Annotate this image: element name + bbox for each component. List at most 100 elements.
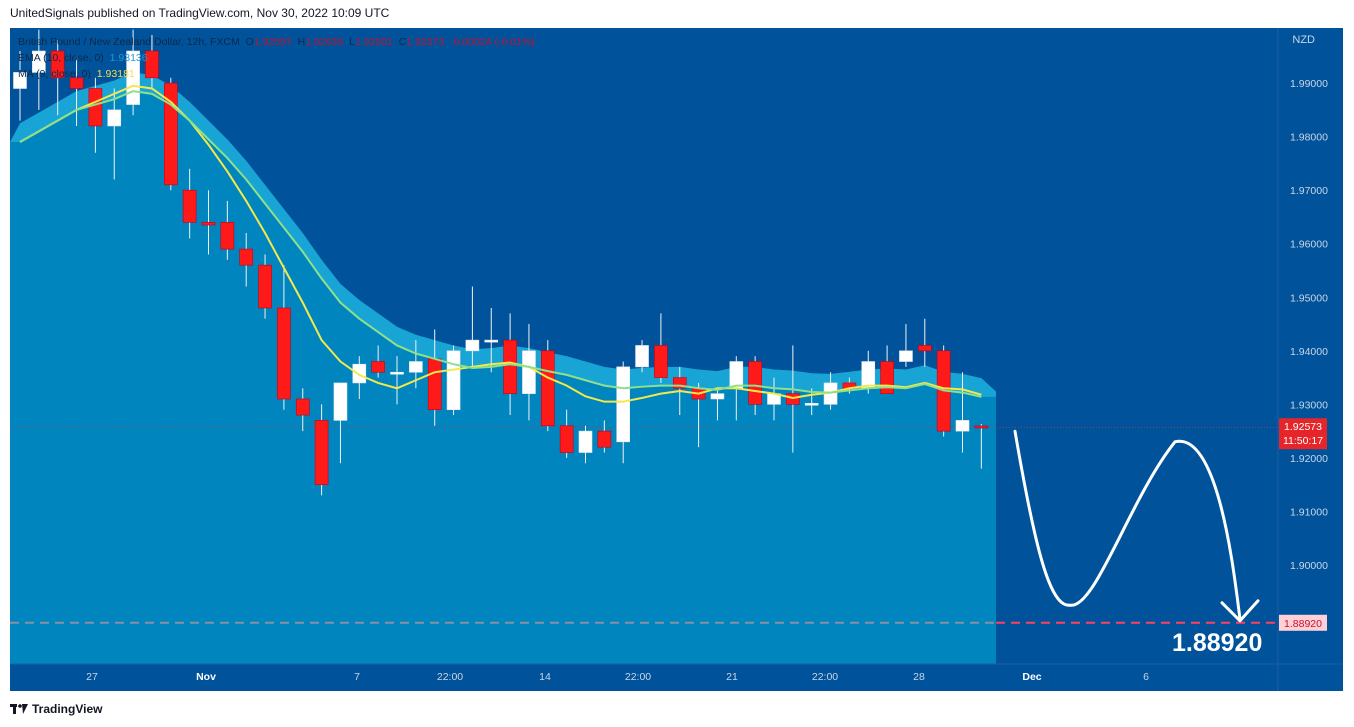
x-tick-label: 21 — [726, 671, 738, 683]
candle-body — [295, 398, 310, 416]
target-price-value: 1.88920 — [1284, 618, 1322, 630]
legend-low: 1.92501 — [354, 36, 393, 48]
y-tick-label: 1.95000 — [1290, 292, 1328, 304]
x-tick-label: 28 — [913, 671, 925, 683]
candle-body — [465, 339, 480, 352]
current-price-badge — [1279, 418, 1327, 450]
candle-body — [352, 363, 367, 384]
candle-body — [333, 382, 348, 421]
candle-body — [258, 264, 272, 309]
candle-body — [578, 430, 593, 453]
candle-body — [559, 425, 574, 453]
candle-body — [13, 72, 27, 89]
y-tick-label: 1.90000 — [1290, 560, 1328, 572]
x-tick-label: 7 — [354, 671, 360, 683]
candle-body — [729, 361, 744, 389]
legend-change: -0.00024 (-0.01%) — [450, 36, 535, 48]
legend-close-label: C — [398, 36, 407, 48]
chart-panel[interactable]: 1.99000 1.98000 1.97000 1.96000 1.95000 1.940… — [10, 28, 1343, 691]
candle-body — [672, 377, 687, 389]
candle-body — [861, 361, 876, 389]
ma-line — [19, 84, 982, 403]
x-tick-label: Dec — [1022, 671, 1041, 683]
y-tick-label: 1.94000 — [1290, 346, 1328, 358]
candle-body — [880, 361, 894, 394]
candle-body — [748, 361, 762, 405]
y-tick-label: 1.96000 — [1290, 239, 1328, 251]
candle-body — [390, 371, 404, 375]
ema-line — [19, 90, 982, 398]
legend-ema-value: 1.93136 — [109, 52, 148, 64]
legend-open: 1.92597 — [253, 36, 292, 48]
y-tick-label: 1.97000 — [1290, 185, 1328, 197]
legend-open-label: O — [245, 36, 254, 48]
x-tick-label: 14 — [539, 671, 551, 683]
legend-high: 1.92635 — [305, 36, 344, 48]
target-annotation-text: 1.88920 — [1172, 629, 1262, 657]
x-tick-label: 22:00 — [625, 671, 651, 683]
projection-arrowhead — [1220, 599, 1260, 623]
y-tick-label: 1.98000 — [1290, 132, 1328, 144]
candle-body — [710, 393, 725, 400]
y-tick-label: 1.91000 — [1290, 506, 1328, 518]
currency-label: NZD — [1292, 34, 1315, 46]
candle-body — [409, 361, 423, 373]
candle-body — [88, 88, 103, 127]
current-price-value: 1.92573 — [1284, 421, 1322, 433]
candle-body — [201, 222, 216, 226]
tradingview-brand: TradingView — [32, 702, 103, 716]
x-tick-label: 6 — [1143, 671, 1149, 683]
candle-body — [654, 345, 668, 378]
legend-symbol: British Pound / New Zealand Dollar, 12h,… — [18, 36, 240, 48]
y-tick-label: 1.99000 — [1290, 78, 1328, 90]
legend-close: 1.92573 — [406, 36, 445, 48]
candle-body — [635, 345, 649, 368]
target-price-badge — [1279, 614, 1327, 631]
candle-body — [182, 189, 197, 223]
x-tick-label: 22:00 — [812, 671, 838, 683]
candle-body — [239, 248, 253, 266]
candle-body — [446, 350, 461, 411]
candle-body — [804, 402, 819, 406]
legend-ohlc: British Pound / New Zealand Dollar, 12h,… — [18, 36, 535, 48]
candle-body — [50, 50, 65, 79]
countdown-value: 11:50:17 — [1283, 435, 1323, 447]
footer: TradingView — [10, 702, 102, 716]
candle-body — [597, 430, 612, 448]
legend-ma-value: 1.93181 — [96, 68, 135, 80]
publisher-line: UnitedSignals published on TradingView.c… — [10, 6, 390, 20]
legend-high-label: H — [297, 36, 306, 48]
candle-body — [220, 222, 235, 250]
candle-body — [145, 50, 159, 79]
candle-body — [917, 345, 932, 352]
candle-body — [484, 339, 499, 343]
candle-body — [371, 361, 385, 373]
candle-body — [899, 350, 913, 362]
candle-body — [314, 420, 329, 485]
candle-body — [616, 366, 631, 443]
candle-body — [69, 77, 84, 89]
legend-low-label: L — [349, 36, 355, 48]
x-tick-label: 22:00 — [437, 671, 463, 683]
candle-body — [786, 393, 800, 405]
y-tick-label: 1.93000 — [1290, 399, 1328, 411]
candle-body — [277, 307, 291, 400]
candle-body — [522, 350, 536, 394]
y-tick-label: 1.92000 — [1290, 453, 1328, 465]
candle-body — [427, 358, 442, 411]
x-tick-label: 27 — [86, 671, 98, 683]
candle-body — [32, 50, 46, 73]
legend-ema: EMA (10, close, 0) 1.93136 — [18, 52, 148, 64]
legend-ma-label: MA (9, close, 0) — [18, 68, 91, 80]
legend-ema-label: EMA (10, close, 0) — [18, 52, 104, 64]
candle-body — [503, 339, 517, 394]
legend-ma: MA (9, close, 0) 1.93181 — [18, 68, 135, 80]
projection-curve — [1013, 429, 1242, 621]
tradingview-logo-icon — [10, 704, 28, 714]
candle-body — [107, 109, 122, 127]
price-chart[interactable]: 1.99000 1.98000 1.97000 1.96000 1.95000 1.940… — [10, 28, 1343, 691]
history-area — [10, 91, 996, 664]
candle-body — [955, 420, 970, 432]
candle-body — [974, 425, 989, 429]
candle-body — [540, 350, 555, 427]
